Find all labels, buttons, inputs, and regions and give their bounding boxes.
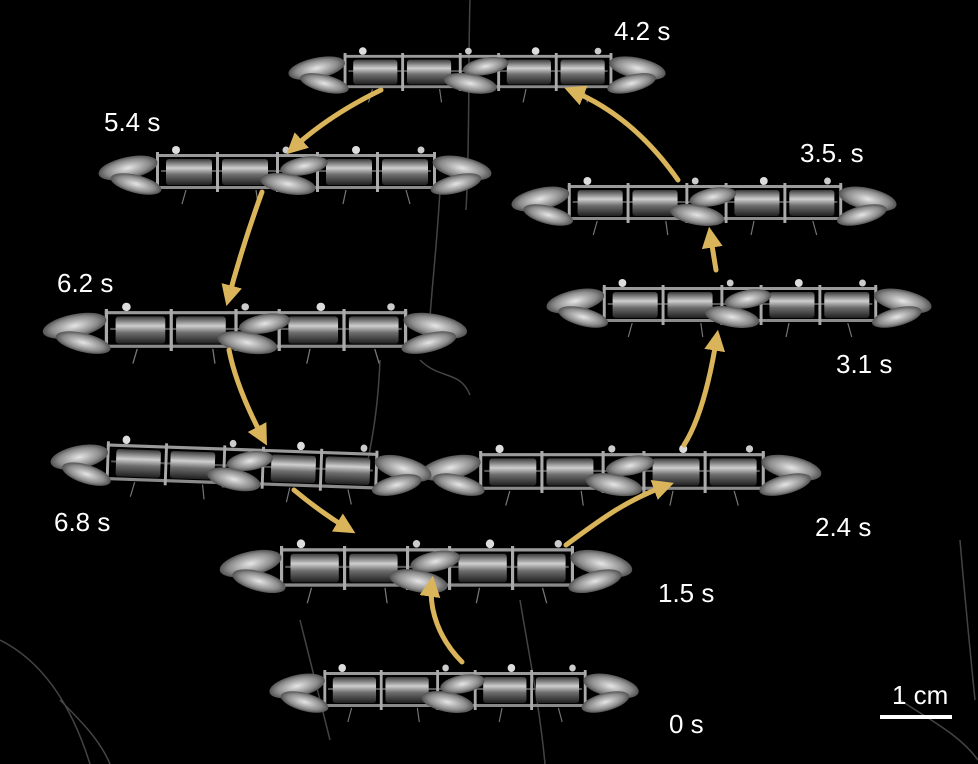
time-label-3-1s: 3.1 s xyxy=(836,349,893,379)
arrow-5-4-to-6-2 xyxy=(221,189,265,307)
arrow-6-2-to-6-8 xyxy=(226,347,267,446)
time-label-4-2s: 4.2 s xyxy=(614,16,671,46)
time-label-2-4s: 2.4 s xyxy=(815,512,872,542)
scale-bar xyxy=(880,715,952,719)
arrow-3-5-to-4-2 xyxy=(564,85,681,183)
time-label-5-4s: 5.4 s xyxy=(104,107,161,137)
arrow-4-2-to-5-4 xyxy=(286,87,384,155)
trajectory-arrows xyxy=(221,85,726,665)
scale-bar-label: 1 cm xyxy=(892,680,949,710)
arrow-0-to-1-5 xyxy=(419,575,465,665)
arrow-3-1-to-3-5 xyxy=(701,226,723,273)
arrow-2-4-to-3-1 xyxy=(681,329,726,448)
arrow-6-8-to-1-5 xyxy=(291,487,356,534)
time-label-6-8s: 6.8 s xyxy=(54,507,111,537)
time-label-6-2s: 6.2 s xyxy=(57,268,114,298)
time-label-1-5s: 1.5 s xyxy=(658,578,715,608)
time-label-0s: 0 s xyxy=(669,709,704,739)
time-label-3-5s: 3.5. s xyxy=(800,138,864,168)
arrow-1-5-to-2-4 xyxy=(563,480,674,548)
